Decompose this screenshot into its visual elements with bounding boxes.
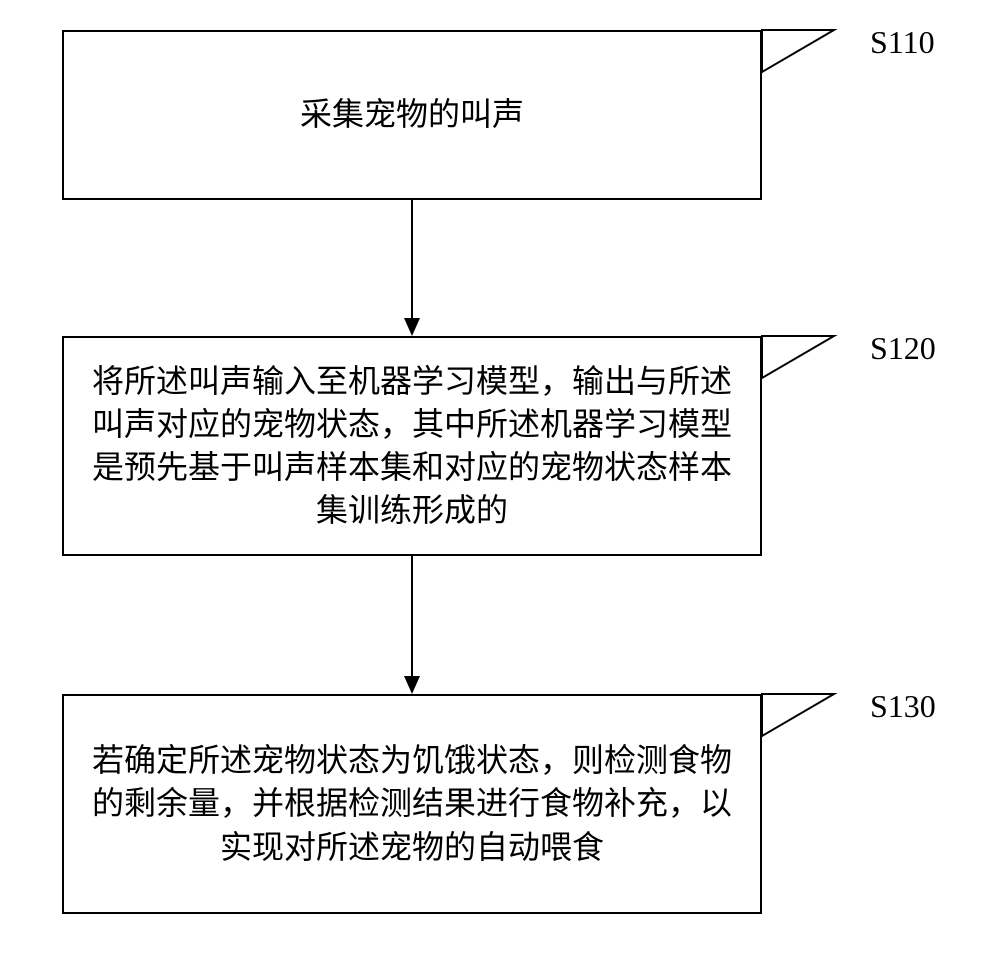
step-label-s120: S120 bbox=[870, 330, 936, 367]
step-label-s130: S130 bbox=[870, 688, 936, 725]
flow-step-s120-text: 将所述叫声输入至机器学习模型，输出与所述叫声对应的宠物状态，其中所述机器学习模型… bbox=[92, 360, 732, 533]
step-label-s110: S110 bbox=[870, 24, 935, 61]
notch-s120 bbox=[762, 336, 882, 396]
arrow-s110-to-s120 bbox=[402, 200, 422, 336]
flow-step-s120: 将所述叫声输入至机器学习模型，输出与所述叫声对应的宠物状态，其中所述机器学习模型… bbox=[62, 336, 762, 556]
flow-step-s110-text: 采集宠物的叫声 bbox=[300, 93, 524, 136]
notch-s130 bbox=[762, 694, 882, 754]
flow-step-s110: 采集宠物的叫声 bbox=[62, 30, 762, 200]
flow-step-s130-text: 若确定所述宠物状态为饥饿状态，则检测食物的剩余量，并根据检测结果进行食物补充，以… bbox=[92, 739, 732, 869]
flow-step-s130: 若确定所述宠物状态为饥饿状态，则检测食物的剩余量，并根据检测结果进行食物补充，以… bbox=[62, 694, 762, 914]
notch-s110 bbox=[762, 30, 882, 90]
arrow-s120-to-s130 bbox=[402, 556, 422, 694]
